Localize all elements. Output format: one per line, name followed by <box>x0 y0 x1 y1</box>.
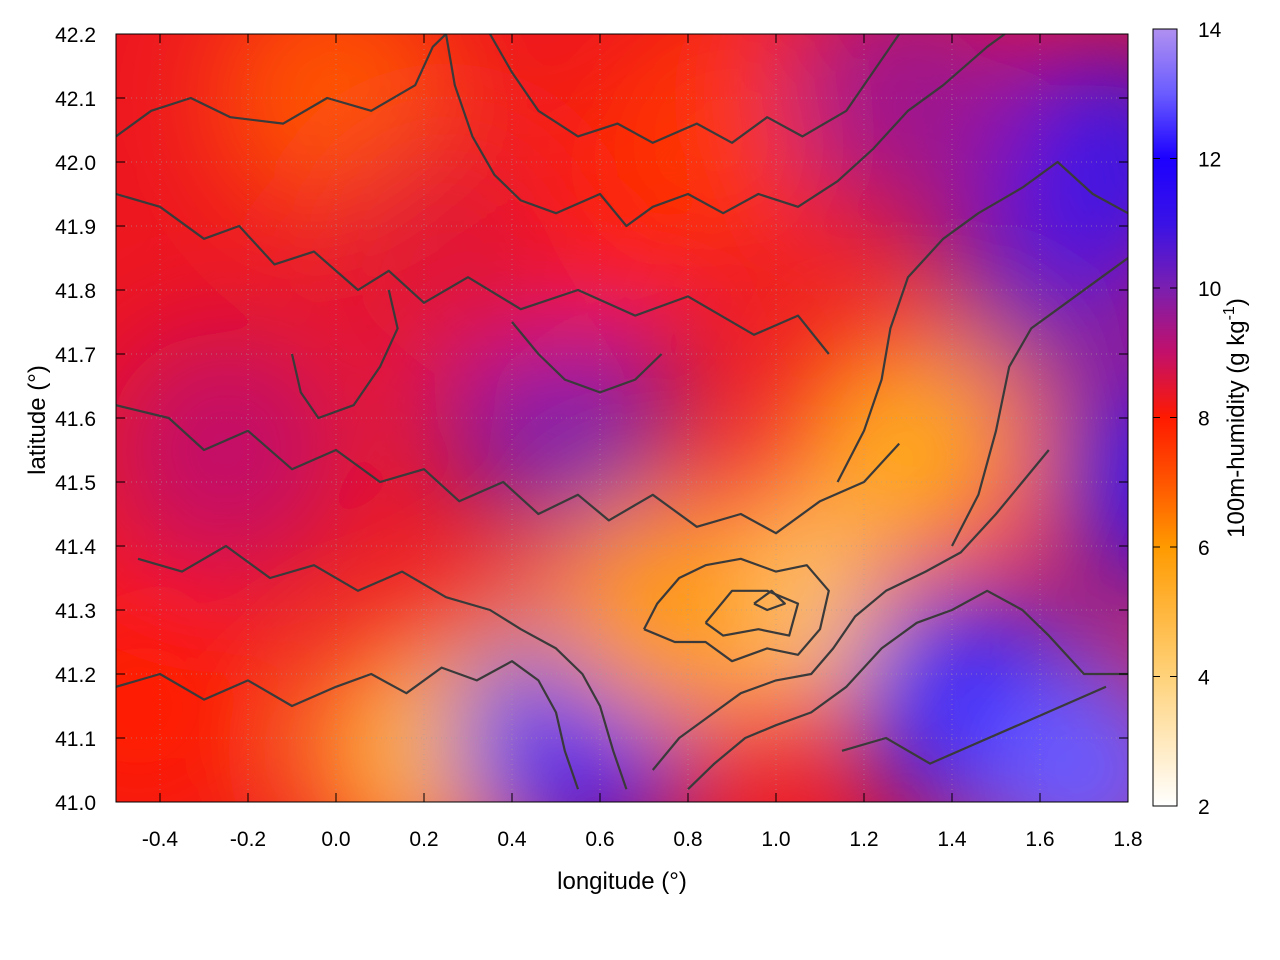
field-region <box>116 586 258 802</box>
y-tick-label: 42.0 <box>55 152 96 175</box>
x-axis-label: longitude (°) <box>557 868 687 895</box>
x-tick-label: 0.4 <box>497 828 527 851</box>
colorbar-tick-label: 2 <box>1198 796 1210 819</box>
contour-line <box>137 544 628 790</box>
y-tick-label: 41.0 <box>55 792 96 815</box>
x-tick-label: -0.2 <box>230 828 266 851</box>
x-tick-label: 1.2 <box>849 828 878 851</box>
plot-area <box>116 34 1128 802</box>
field-region <box>788 330 1028 570</box>
contour-line <box>841 685 1107 765</box>
y-tick-label: 41.6 <box>55 408 96 431</box>
contour-line <box>444 34 1006 228</box>
y-tick-label: 41.1 <box>55 728 96 751</box>
contour-line <box>511 321 663 394</box>
y-axis-label: latitude (°) <box>24 365 51 475</box>
contour-line <box>116 404 901 535</box>
heatmap-field <box>116 34 1128 802</box>
contour-line <box>116 34 447 138</box>
colorbar-tick-label: 6 <box>1198 537 1210 560</box>
x-axis: -0.4 -0.2 0.0 0.2 0.4 0.6 0.8 1.0 1.2 1.4 1.6 1.8 <box>142 34 1143 851</box>
y-tick-label: 42.2 <box>55 24 96 47</box>
x-tick-label: 0.8 <box>673 828 702 851</box>
x-tick-label: 0.6 <box>585 828 614 851</box>
colorbar-label-main: 100m-humidity (g kg <box>1223 320 1250 537</box>
contour-line <box>704 589 800 637</box>
y-tick-label: 41.5 <box>55 472 96 495</box>
y-tick-label: 41.7 <box>55 344 96 367</box>
contour-line <box>116 660 580 790</box>
contour-lines <box>116 34 1128 790</box>
y-tick-label: 41.4 <box>55 536 96 559</box>
colorbar-label: 100m-humidity (g kg-1) <box>1221 298 1250 538</box>
x-tick-label: 0.0 <box>321 828 350 851</box>
colorbar-ticks: 2 4 6 8 10 12 14 <box>1153 19 1222 819</box>
x-tick-label: 1.4 <box>937 828 967 851</box>
field-region <box>964 650 1128 802</box>
colorbar-label-end: ) <box>1223 298 1250 306</box>
contour-line <box>753 589 786 612</box>
contour-line <box>651 449 1050 771</box>
contour-line <box>836 160 1128 483</box>
x-tick-label: 1.6 <box>1025 828 1054 851</box>
x-tick-label: 1.8 <box>1113 828 1142 851</box>
contour-line <box>489 34 901 144</box>
y-tick-label: 42.1 <box>55 88 96 111</box>
contour-line <box>116 192 830 355</box>
y-tick-label: 41.8 <box>55 280 96 303</box>
colorbar-tick-label: 10 <box>1198 278 1221 301</box>
y-tick-label: 41.9 <box>55 216 96 239</box>
x-tick-label: 1.0 <box>761 828 790 851</box>
field-region <box>116 330 346 570</box>
contour-line <box>951 257 1128 547</box>
colorbar: 2 4 6 8 10 12 14 100m-humidity (g kg-1) <box>1152 19 1250 819</box>
colorbar-tick-label: 8 <box>1198 408 1210 431</box>
contour-line <box>290 289 399 420</box>
colorbar-tick-label: 4 <box>1198 667 1210 690</box>
colorbar-tick-label: 14 <box>1198 19 1222 42</box>
y-tick-label: 41.2 <box>55 664 96 687</box>
field-region <box>326 138 566 378</box>
contour-line <box>687 589 1128 790</box>
field-region <box>1052 370 1128 594</box>
y-tick-label: 41.3 <box>55 600 96 623</box>
y-axis: 41.0 41.1 41.2 41.3 41.4 41.5 41.6 41.7 41.8 41.9… <box>55 24 1128 815</box>
x-tick-label: -0.4 <box>142 828 179 851</box>
x-tick-label: 0.2 <box>409 828 438 851</box>
contour-line <box>643 557 830 663</box>
colorbar-tick-label: 12 <box>1198 149 1221 172</box>
colorbar-label-unit-exponent: -1 <box>1221 306 1238 320</box>
